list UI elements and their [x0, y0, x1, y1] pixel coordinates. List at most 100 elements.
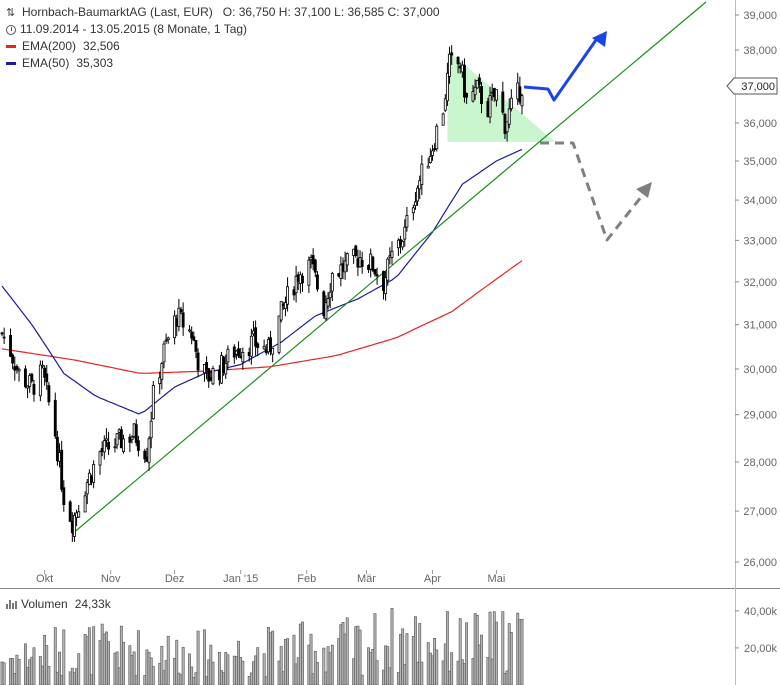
volume-bar [418, 623, 422, 685]
candle [307, 256, 311, 293]
candle-body [188, 329, 191, 332]
candle [456, 56, 460, 74]
candle [284, 296, 287, 317]
candle-body [179, 309, 183, 312]
last-price-badge [726, 77, 778, 95]
arrow-down-path [540, 141, 647, 242]
candle-body [181, 312, 185, 328]
volume-bar [132, 651, 136, 685]
volume-bar [107, 641, 110, 685]
candle-body [254, 327, 258, 347]
candle-body [136, 440, 140, 451]
candle-body [2, 336, 6, 339]
volume-bar [401, 628, 405, 685]
volume-tick-label: 20,00k [744, 643, 778, 655]
volume-bar [301, 621, 304, 685]
candle-body [73, 515, 76, 537]
volume-bar [458, 618, 462, 685]
volume-bar [217, 651, 221, 685]
clock-icon [6, 24, 16, 35]
ema200-legend: EMA(200) 32,506 [6, 38, 440, 55]
candle [518, 76, 522, 105]
volume-bar [45, 645, 49, 685]
candle-body [226, 348, 230, 363]
price-tick-label: 29,000 [743, 410, 777, 422]
candle [507, 98, 511, 129]
candle-body [68, 501, 72, 522]
month-label: Jan '15 [223, 573, 258, 585]
period-row: 11.09.2014 - 13.05.2015 (8 Monate, 1 Tag… [6, 21, 440, 38]
volume-bar [181, 646, 185, 685]
ema50-swatch [6, 62, 16, 65]
last-price-label: 37,000 [741, 81, 775, 93]
candle [294, 265, 298, 303]
candle-body [115, 433, 119, 446]
candle-body [147, 438, 151, 464]
candle-body [501, 91, 505, 113]
candle-body [507, 108, 511, 125]
candle [450, 45, 454, 65]
volume-bar [226, 654, 230, 685]
candle [2, 327, 6, 345]
volume-bar [322, 647, 326, 685]
volume-bar [292, 634, 296, 685]
candle-body [343, 260, 347, 273]
candle [162, 341, 166, 369]
volume-bar [345, 617, 349, 685]
candle-body [330, 273, 334, 292]
volume-tick-label: 40,00k [744, 606, 778, 618]
price-tick-label: 39,000 [743, 10, 777, 22]
candle [401, 239, 405, 251]
candle [494, 89, 498, 107]
volume-bar [136, 630, 140, 685]
candle [426, 157, 430, 169]
candle [38, 360, 42, 402]
candle-body [9, 335, 12, 357]
volume-bar [390, 608, 394, 685]
candle [448, 46, 451, 84]
month-label: Mär [357, 573, 376, 585]
volume-bar [62, 629, 66, 685]
candle [371, 255, 375, 273]
volume-value: 24,33k [74, 597, 111, 611]
volume-bar [24, 643, 27, 685]
candle [41, 360, 44, 369]
candle-body [11, 354, 15, 364]
candle-body [465, 93, 469, 98]
candle-body [32, 384, 36, 395]
candle [501, 81, 505, 115]
candle-body [403, 226, 407, 240]
candle-body [47, 385, 51, 403]
volume-bar [122, 641, 125, 685]
volume-bar [190, 666, 194, 685]
candle [471, 85, 475, 103]
candle [130, 435, 134, 444]
candle [386, 257, 390, 286]
candle [24, 365, 27, 389]
candle-body [279, 301, 283, 321]
candle-body [24, 368, 27, 388]
candle-body [488, 95, 492, 118]
price-tick-label: 38,000 [743, 45, 777, 57]
volume-bar [77, 653, 81, 685]
candle [15, 364, 19, 374]
candle [465, 92, 469, 104]
price-tick-label: 28,000 [743, 457, 777, 469]
candle [190, 326, 194, 345]
candle-body [269, 337, 272, 352]
candle [339, 256, 343, 287]
candle [256, 342, 260, 357]
candle [463, 58, 466, 103]
candle-body [411, 207, 415, 214]
candle-body [102, 440, 106, 453]
candle [226, 345, 230, 371]
price-tick-label: 35,000 [743, 156, 777, 168]
candle-body [371, 256, 375, 271]
candle-body [375, 274, 379, 277]
volume-bar [151, 666, 155, 685]
volume-bar [315, 662, 319, 685]
candle [416, 185, 420, 206]
candle [62, 480, 66, 512]
volume-bar [360, 674, 364, 685]
price-tick-label: 32,000 [743, 277, 777, 289]
